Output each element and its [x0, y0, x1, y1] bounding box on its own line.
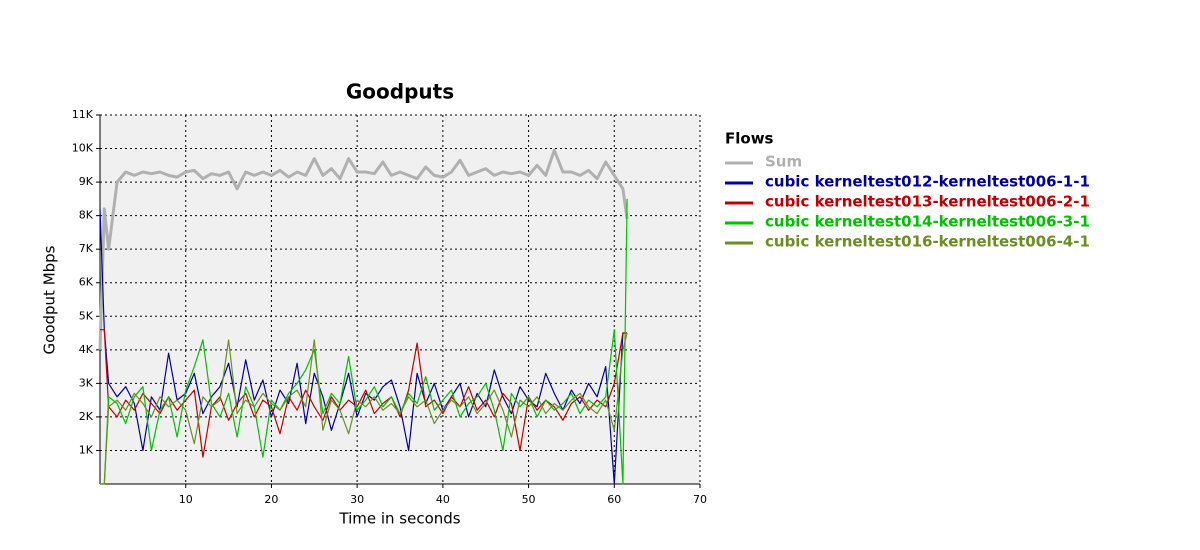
- y-tick-label: 2K: [79, 410, 94, 423]
- x-tick-label: 20: [264, 493, 278, 506]
- x-tick-label: 70: [693, 493, 707, 506]
- y-tick-label: 7K: [79, 242, 94, 255]
- y-tick-label: 9K: [79, 175, 94, 188]
- y-axis-label: Goodput Mbps: [41, 245, 59, 354]
- series-line: [98, 148, 629, 350]
- y-tick-label: 1K: [79, 443, 94, 456]
- series-line: [100, 332, 628, 485]
- x-axis-label: Time in seconds: [338, 510, 460, 528]
- legend-label: cubic kerneltest013-kerneltest006-2-1: [765, 193, 1090, 211]
- y-tick-label: 4K: [79, 343, 94, 356]
- legend-label: Sum: [765, 153, 802, 171]
- legend-label: cubic kerneltest016-kerneltest006-4-1: [765, 233, 1090, 251]
- series-line: [100, 198, 628, 485]
- legend-label: cubic kerneltest012-kerneltest006-1-1: [765, 173, 1090, 191]
- chart-title: Goodputs: [346, 80, 454, 104]
- y-tick-label: 5K: [79, 309, 94, 322]
- x-tick-label: 30: [350, 493, 364, 506]
- x-tick-label: 10: [179, 493, 193, 506]
- y-tick-label: 6K: [79, 276, 94, 289]
- legend-label: cubic kerneltest014-kerneltest006-3-1: [765, 213, 1090, 231]
- y-tick-label: 8K: [79, 209, 94, 222]
- y-tick-label: 3K: [79, 376, 94, 389]
- y-tick-label: 11K: [72, 108, 94, 121]
- x-tick-label: 60: [607, 493, 621, 506]
- x-tick-label: 50: [522, 493, 536, 506]
- x-tick-label: 40: [436, 493, 450, 506]
- legend-title: Flows: [725, 130, 774, 148]
- y-tick-label: 10K: [72, 142, 94, 155]
